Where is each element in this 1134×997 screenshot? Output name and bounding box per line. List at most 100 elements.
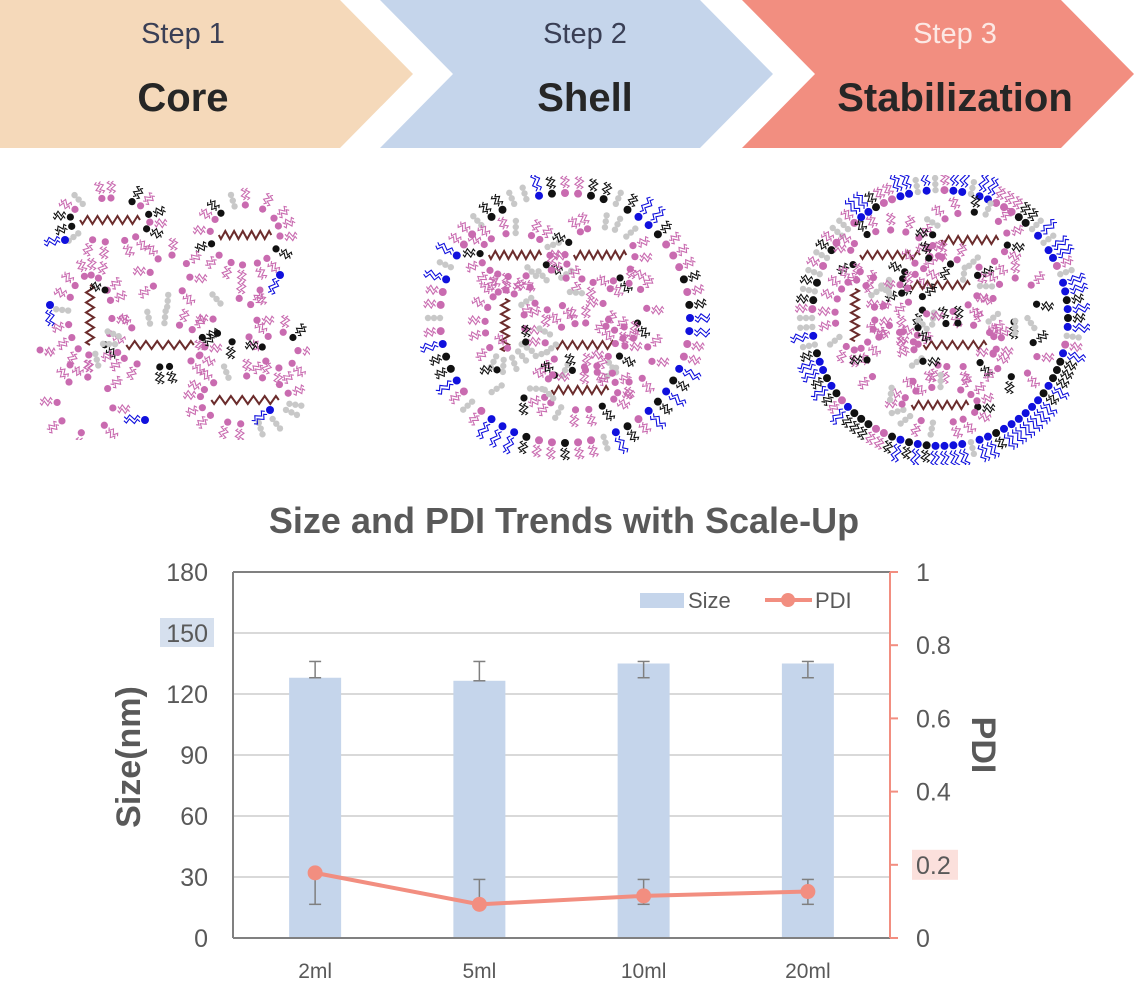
lipid-head: [902, 228, 910, 236]
cholesterol: [976, 282, 984, 290]
lipid-tail: [264, 362, 273, 375]
pdi-point-2ml: [307, 865, 323, 881]
cholesterol: [95, 362, 102, 369]
lipid-tail: [923, 240, 932, 254]
cholesterol: [518, 352, 526, 360]
lipid-tail: [1022, 421, 1036, 436]
lipid-tail: [1055, 381, 1068, 389]
error-bars: [309, 660, 814, 906]
lipid-tail: [904, 215, 913, 228]
lipid-head: [862, 282, 870, 290]
cholesterol: [799, 285, 807, 293]
cholesterol: [470, 212, 477, 220]
cholesterol: [257, 425, 264, 432]
lipid-head: [1044, 246, 1053, 255]
lipid-tail: [662, 403, 673, 412]
lipid-tail: [627, 386, 634, 400]
lipid-head: [438, 339, 447, 348]
cholesterol: [836, 217, 843, 224]
lipid-head: [494, 288, 502, 296]
lipid-tail: [467, 318, 481, 326]
lipid-tail: [552, 235, 564, 244]
lipid-head: [266, 406, 274, 414]
lipid-tail: [132, 269, 146, 277]
lipid-tail: [548, 314, 559, 325]
lipid-tail: [966, 421, 977, 432]
pdi-series: [307, 865, 816, 912]
y-tick-label: 30: [180, 864, 208, 892]
lipid-tail: [198, 211, 211, 220]
lipid-head: [643, 304, 651, 312]
cholesterol: [1045, 236, 1052, 243]
lipid-head: [997, 334, 1005, 342]
lipid-head: [928, 383, 936, 392]
lipid-head: [547, 189, 556, 198]
cholesterol: [1011, 329, 1019, 337]
lipid-tail: [55, 286, 68, 295]
lipid-tail: [998, 353, 1011, 361]
lipid-tail: [687, 269, 700, 279]
lipid-head: [857, 414, 866, 423]
lipid-head: [973, 271, 982, 279]
lipid-head: [949, 418, 957, 426]
lipid-tail: [849, 358, 863, 365]
lipid-head: [484, 303, 492, 311]
lipid-tail: [473, 296, 485, 304]
lipid-head: [65, 378, 73, 386]
lipid-tail: [1001, 345, 1014, 353]
lipid-tail: [671, 234, 682, 245]
lipid-head: [619, 334, 627, 342]
lipid-tail: [899, 175, 909, 190]
lipid-tail: [694, 317, 710, 323]
mrna-strand: [498, 297, 512, 353]
lipid-tail: [652, 413, 667, 427]
cholesterol: [500, 362, 507, 370]
lipid-head: [1059, 349, 1068, 358]
lipid-tail: [193, 339, 201, 351]
lipid-tail: [879, 316, 893, 324]
lipid-tail: [154, 221, 167, 229]
lipid-tail: [801, 368, 818, 379]
lipid-tail: [924, 175, 931, 186]
y-tick-label: 120: [166, 681, 208, 709]
lipid-tail: [642, 275, 652, 286]
lipid-head: [522, 272, 530, 280]
lipid-tail: [1012, 429, 1024, 445]
cholesterol: [519, 184, 526, 191]
cholesterol: [803, 324, 810, 331]
lipid-tail: [1038, 333, 1049, 343]
cholesterol: [894, 408, 901, 415]
lipid-tail: [948, 197, 957, 210]
lipid-tail: [650, 334, 661, 344]
lipid-head: [561, 189, 569, 197]
lipid-tail: [1053, 238, 1070, 251]
tick-highlight: [160, 618, 214, 647]
lipid-head: [857, 213, 866, 222]
lipid-head: [888, 432, 897, 441]
cholesterol: [524, 264, 531, 271]
lipid-tail: [171, 237, 179, 251]
cholesterol: [79, 200, 86, 208]
lipid-tail: [267, 263, 278, 273]
lipid-tail: [660, 220, 670, 231]
lipid-tail: [894, 444, 902, 463]
lipid-tail: [904, 447, 912, 460]
lipid-tail: [581, 211, 590, 224]
lipid-tail: [195, 363, 206, 372]
cholesterol: [1028, 225, 1036, 233]
lipid-tail: [794, 307, 808, 314]
lipid-tail: [866, 269, 875, 282]
lipid-tail: [1051, 389, 1068, 400]
lipid-tail: [506, 437, 515, 455]
lipid-tail: [676, 383, 688, 392]
lipid-tail: [244, 343, 258, 351]
cholesterol: [539, 272, 546, 279]
lipid-head: [481, 317, 489, 325]
cholesterol: [548, 345, 555, 352]
lipid-tail: [1026, 418, 1041, 432]
lipid-tail: [195, 313, 209, 320]
lipid-head: [887, 226, 895, 234]
lipid-tail: [609, 312, 618, 324]
lipid-head: [970, 208, 978, 216]
lipid-head: [94, 274, 103, 282]
